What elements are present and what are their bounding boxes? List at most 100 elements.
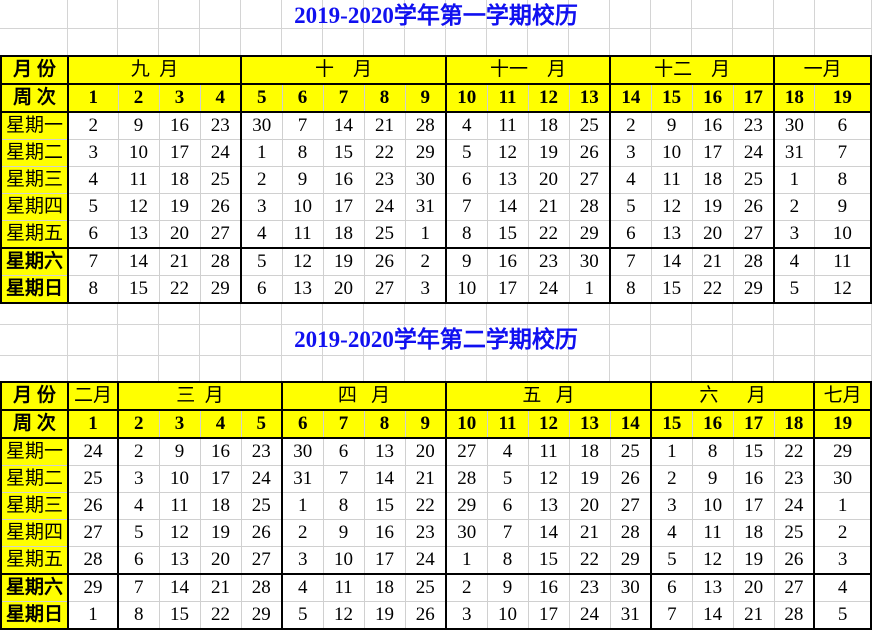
day-cell[interactable]: 29 <box>445 492 488 520</box>
day-cell[interactable]: 27 <box>199 220 243 249</box>
day-cell[interactable]: 23 <box>527 247 570 276</box>
day-cell[interactable]: 14 <box>650 247 693 276</box>
day-cell[interactable]: 29 <box>568 220 612 249</box>
day-cell[interactable]: 25 <box>732 166 776 194</box>
day-cell[interactable]: 6 <box>813 111 872 140</box>
day-cell[interactable]: 15 <box>322 139 365 167</box>
day-cell[interactable]: 24 <box>527 275 570 304</box>
day-cell[interactable]: 29 <box>67 573 119 602</box>
day-cell[interactable]: 5 <box>486 465 529 493</box>
day-cell[interactable]: 9 <box>322 519 365 547</box>
day-cell[interactable]: 7 <box>117 573 160 602</box>
day-cell[interactable]: 17 <box>158 139 201 167</box>
day-cell[interactable]: 6 <box>67 220 119 249</box>
day-cell[interactable]: 5 <box>445 139 488 167</box>
day-cell[interactable]: 9 <box>158 437 201 466</box>
day-cell[interactable]: 12 <box>322 601 365 630</box>
day-cell[interactable]: 2 <box>773 193 815 221</box>
day-cell[interactable]: 26 <box>240 519 284 547</box>
day-cell[interactable]: 13 <box>486 166 529 194</box>
day-cell[interactable]: 16 <box>732 465 775 493</box>
day-cell[interactable]: 15 <box>117 275 160 304</box>
day-cell[interactable]: 29 <box>609 546 653 575</box>
day-cell[interactable]: 10 <box>281 193 324 221</box>
day-cell[interactable]: 25 <box>568 111 612 140</box>
day-cell[interactable]: 5 <box>813 601 872 630</box>
day-cell[interactable]: 25 <box>363 220 406 249</box>
day-cell[interactable]: 25 <box>609 437 653 466</box>
day-cell[interactable]: 16 <box>158 111 201 140</box>
day-cell[interactable]: 31 <box>404 193 448 221</box>
day-cell[interactable]: 22 <box>527 220 570 249</box>
day-cell[interactable]: 3 <box>773 220 815 249</box>
day-cell[interactable]: 17 <box>527 601 570 630</box>
day-cell[interactable]: 22 <box>199 601 242 630</box>
day-cell[interactable]: 23 <box>199 111 243 140</box>
day-cell[interactable]: 1 <box>445 546 488 575</box>
day-cell[interactable]: 7 <box>445 193 488 221</box>
day-cell[interactable]: 21 <box>568 519 611 547</box>
day-cell[interactable]: 11 <box>813 247 872 276</box>
day-cell[interactable]: 11 <box>527 437 570 466</box>
day-cell[interactable]: 19 <box>732 546 775 575</box>
day-cell[interactable]: 11 <box>691 519 734 547</box>
day-cell[interactable]: 11 <box>158 492 201 520</box>
day-cell[interactable]: 3 <box>240 193 283 221</box>
day-cell[interactable]: 8 <box>486 546 529 575</box>
day-cell[interactable]: 2 <box>67 111 119 140</box>
day-cell[interactable]: 29 <box>813 437 872 466</box>
day-cell[interactable]: 23 <box>404 519 448 547</box>
day-cell[interactable]: 18 <box>568 437 611 466</box>
day-cell[interactable]: 5 <box>117 519 160 547</box>
day-cell[interactable]: 27 <box>568 166 612 194</box>
day-cell[interactable]: 12 <box>691 546 734 575</box>
day-cell[interactable]: 9 <box>486 573 529 602</box>
day-cell[interactable]: 11 <box>650 166 693 194</box>
day-cell[interactable]: 1 <box>650 437 693 466</box>
day-cell[interactable]: 30 <box>240 111 283 140</box>
day-cell[interactable]: 31 <box>609 601 653 630</box>
day-cell[interactable]: 15 <box>732 437 775 466</box>
day-cell[interactable]: 18 <box>363 573 406 602</box>
day-cell[interactable]: 3 <box>650 492 693 520</box>
day-cell[interactable]: 4 <box>445 111 488 140</box>
day-cell[interactable]: 13 <box>117 220 160 249</box>
day-cell[interactable]: 24 <box>773 492 816 520</box>
day-cell[interactable]: 6 <box>486 492 529 520</box>
day-cell[interactable]: 14 <box>691 601 734 630</box>
day-cell[interactable]: 26 <box>363 247 406 276</box>
day-cell[interactable]: 11 <box>486 111 529 140</box>
day-cell[interactable]: 3 <box>813 546 872 575</box>
day-cell[interactable]: 23 <box>568 573 611 602</box>
day-cell[interactable]: 26 <box>67 492 119 520</box>
day-cell[interactable]: 3 <box>67 139 119 167</box>
day-cell[interactable]: 5 <box>281 601 324 630</box>
day-cell[interactable]: 24 <box>363 193 406 221</box>
day-cell[interactable]: 18 <box>732 519 775 547</box>
day-cell[interactable]: 12 <box>117 193 160 221</box>
day-cell[interactable]: 22 <box>691 275 734 304</box>
day-cell[interactable]: 8 <box>609 275 652 304</box>
day-cell[interactable]: 10 <box>813 220 872 249</box>
day-cell[interactable]: 6 <box>650 573 693 602</box>
day-cell[interactable]: 20 <box>404 437 448 466</box>
day-cell[interactable]: 30 <box>813 465 872 493</box>
day-cell[interactable]: 28 <box>445 465 488 493</box>
day-cell[interactable]: 29 <box>199 275 243 304</box>
day-cell[interactable]: 1 <box>773 166 815 194</box>
day-cell[interactable]: 2 <box>813 519 872 547</box>
day-cell[interactable]: 24 <box>568 601 611 630</box>
day-cell[interactable]: 20 <box>322 275 365 304</box>
day-cell[interactable]: 26 <box>773 546 816 575</box>
day-cell[interactable]: 24 <box>199 139 243 167</box>
day-cell[interactable]: 2 <box>404 247 448 276</box>
day-cell[interactable]: 21 <box>732 601 775 630</box>
day-cell[interactable]: 2 <box>650 465 693 493</box>
day-cell[interactable]: 30 <box>773 111 815 140</box>
day-cell[interactable]: 29 <box>404 139 448 167</box>
day-cell[interactable]: 23 <box>240 437 284 466</box>
day-cell[interactable]: 11 <box>117 166 160 194</box>
day-cell[interactable]: 27 <box>609 492 653 520</box>
day-cell[interactable]: 21 <box>363 111 406 140</box>
day-cell[interactable]: 20 <box>199 546 242 575</box>
